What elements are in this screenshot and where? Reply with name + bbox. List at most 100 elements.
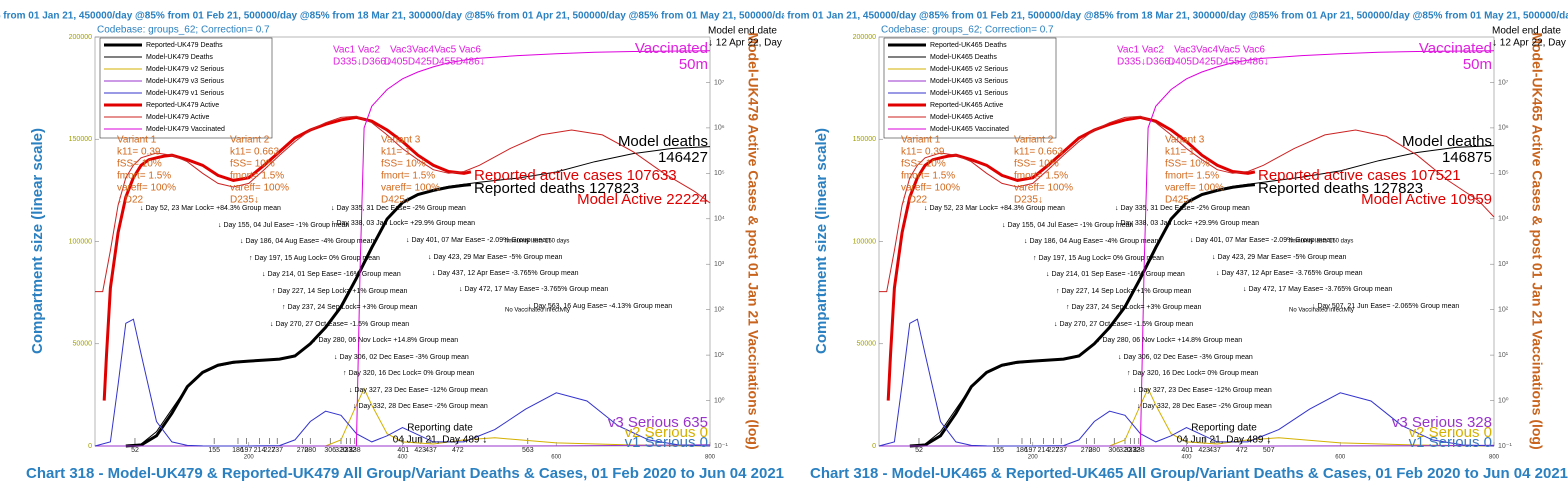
event-note: ↓ Day 423, 29 Mar Ease= -5% Group mean bbox=[1212, 254, 1347, 261]
event-note: ↓ Day 155, 04 Jul Ease= -1% Group mean bbox=[1002, 222, 1133, 229]
variant-note: Variant 2 bbox=[1014, 135, 1054, 146]
header: % from 01 Jan 21, 450000/day @85% from 0… bbox=[784, 11, 1568, 22]
day-tick-label: 338 bbox=[349, 447, 361, 454]
annotation: D335↓D366↓ bbox=[1117, 57, 1175, 68]
day-tick-label: 197 bbox=[1025, 447, 1037, 454]
legend-label: Model-UK479 Vaccinated bbox=[146, 126, 225, 133]
variant-note: fSS= 10% bbox=[901, 159, 946, 170]
chart-title: Chart 318 - Model-UK479 & Reported-UK479… bbox=[26, 465, 784, 482]
legend-label: Reported-UK465 Active bbox=[930, 102, 1003, 109]
y2-tick-label: 10⁶ bbox=[1498, 125, 1509, 132]
day-tick-label: 52 bbox=[131, 447, 139, 454]
day-tick-label: 270 bbox=[1081, 447, 1093, 454]
event-note: ↓ Day 335, 31 Dec Ease= -2% Group mean bbox=[331, 205, 466, 212]
annotation: v2 Serious 0 bbox=[1409, 424, 1492, 441]
y-tick-label: 0 bbox=[872, 443, 876, 450]
annotation: Model end date bbox=[1492, 26, 1561, 37]
x-tick-label: 800 bbox=[705, 455, 716, 461]
legend-label: Reported-UK479 Deaths bbox=[146, 42, 223, 49]
annotation: Vaccinated bbox=[635, 40, 708, 57]
day-tick-label: 186 bbox=[232, 447, 244, 454]
event-note: ↓ Day 155, 04 Jul Ease= -1% Group mean bbox=[218, 222, 349, 229]
annotation: v1 Serious 0 bbox=[625, 434, 708, 451]
event-note: ↑ Day 320, 16 Dec Lock= 0% Group mean bbox=[343, 370, 474, 377]
chart-title: Chart 318 - Model-UK465 & Reported-UK465… bbox=[810, 465, 1568, 482]
day-tick-label: 214 bbox=[254, 447, 266, 454]
variant-note: Variant 3 bbox=[381, 135, 421, 146]
variant-note: Variant 3 bbox=[1165, 135, 1205, 146]
y2-axis-label: Model-UK479 Active Cases & post 01 Jan 2… bbox=[745, 32, 761, 449]
event-note: ↑ Day 280, 06 Nov Lock= +14.8% Group mea… bbox=[313, 337, 458, 344]
annotation: 146427 bbox=[658, 149, 708, 166]
variant-note: fSS= 10% bbox=[381, 159, 426, 170]
chart: % from 01 Jan 21, 450000/day @85% from 0… bbox=[0, 11, 784, 482]
y-tick-label: 100000 bbox=[853, 238, 876, 245]
codebase: Codebase: groups_62; Correction= 0.7 bbox=[881, 25, 1054, 36]
series-line bbox=[1139, 50, 1495, 447]
event-note: ↓ Day 472, 17 May Ease= -3.765% Group me… bbox=[1243, 286, 1392, 293]
annotation: 04 Jun 21, Day 489 ↓ bbox=[393, 435, 488, 446]
y2-tick-label: 10³ bbox=[714, 261, 725, 268]
series-line bbox=[355, 50, 711, 447]
day-tick-label: 437 bbox=[425, 447, 437, 454]
variant-note: fmort= 1.5% bbox=[1165, 171, 1219, 182]
day-tick-label: 155 bbox=[992, 447, 1004, 454]
day-tick-label: 401 bbox=[397, 447, 409, 454]
legend-label: Model-UK465 v3 Serious bbox=[930, 78, 1008, 85]
variant-note: k11= 1 bbox=[1165, 147, 1195, 158]
legend-label: Model-UK465 Vaccinated bbox=[930, 126, 1009, 133]
annotation: Model deaths bbox=[1402, 133, 1492, 150]
event-note: ↑ Day 320, 16 Dec Lock= 0% Group mean bbox=[1127, 370, 1258, 377]
series-line bbox=[94, 318, 711, 447]
y-axis-label: Compartment size (linear scale) bbox=[29, 128, 46, 354]
series-line bbox=[95, 115, 711, 293]
variant-note: Variant 1 bbox=[901, 135, 941, 146]
event-note: ↓ Day 214, 01 Sep Ease= -16% Group mean bbox=[262, 271, 401, 278]
annotation: Model Active 22224 bbox=[577, 191, 708, 208]
event-note: ↓ Day 306, 02 Dec Ease= -3% Group mean bbox=[1118, 354, 1253, 361]
day-tick-label: 186 bbox=[1016, 447, 1028, 454]
chart: % from 01 Jan 21, 450000/day @85% from 0… bbox=[784, 11, 1568, 482]
event-note: ↑ Day 197, 15 Aug Lock= 0% Group mean bbox=[249, 255, 380, 262]
day-tick-label: 472 bbox=[1236, 447, 1248, 454]
legend-label: Reported-UK479 Active bbox=[146, 102, 219, 109]
series-line bbox=[879, 444, 1495, 447]
legend: Reported-UK465 Deaths Model-UK465 Deaths M… bbox=[883, 37, 1057, 139]
annotation: Immunity lasts 150 days bbox=[1289, 239, 1353, 245]
variant-note: D235↓ bbox=[230, 195, 259, 206]
x-tick-label: 400 bbox=[1181, 455, 1192, 461]
y-tick-label: 0 bbox=[88, 443, 92, 450]
event-note: ↓ Day 423, 29 Mar Ease= -5% Group mean bbox=[428, 254, 563, 261]
header: % from 01 Jan 21, 450000/day @85% from 0… bbox=[0, 11, 784, 22]
day-tick-label: 270 bbox=[297, 447, 309, 454]
variant-note: D425↓ bbox=[381, 195, 410, 206]
series-line bbox=[879, 387, 1495, 447]
annotation: Model Active 10959 bbox=[1361, 191, 1492, 208]
event-note: ↓ Day 401, 07 Mar Ease= -2.09% Group mea… bbox=[406, 237, 550, 244]
y2-tick-label: 10⁴ bbox=[1498, 216, 1509, 223]
legend-label: Reported-UK465 Deaths bbox=[930, 42, 1007, 49]
y-tick-label: 150000 bbox=[69, 136, 92, 143]
day-tick-label: 338 bbox=[1133, 447, 1145, 454]
event-note: ↓ Day 186, 04 Aug Ease= -4% Group mean bbox=[1024, 238, 1159, 245]
event-note: ↓ Day 472, 17 May Ease= -3.765% Group me… bbox=[459, 286, 608, 293]
day-tick-label: 320 bbox=[335, 447, 347, 454]
event-note: ↓ Day 437, 12 Apr Ease= -3.765% Group me… bbox=[1216, 270, 1363, 277]
event-note: ↑ Day 338, 03 Jan Lock= +29.9% Group mea… bbox=[1115, 220, 1259, 227]
day-tick-label: 306 bbox=[1108, 447, 1120, 454]
y2-tick-label: 10¹ bbox=[714, 352, 725, 359]
series-line bbox=[878, 318, 1495, 447]
legend-box bbox=[883, 37, 1057, 139]
x-tick-label: 200 bbox=[1028, 455, 1039, 461]
day-tick-label: 563 bbox=[522, 447, 534, 454]
annotation: Reported deaths 127823 bbox=[474, 180, 639, 197]
annotation: Reporting date bbox=[407, 423, 473, 434]
annotation: 50m bbox=[679, 56, 708, 73]
x-tick-label: 600 bbox=[1335, 455, 1346, 461]
variant-note: k11= 0.39 bbox=[901, 147, 945, 158]
y2-tick-label: 10⁻¹ bbox=[1498, 443, 1512, 450]
day-tick-label: 332 bbox=[344, 447, 356, 454]
variant-note: k11= 1 bbox=[381, 147, 411, 158]
annotation: v3 Serious 328 bbox=[1392, 414, 1492, 431]
y2-axis-label: Model-UK465 Active Cases & post 01 Jan 2… bbox=[1529, 32, 1545, 449]
